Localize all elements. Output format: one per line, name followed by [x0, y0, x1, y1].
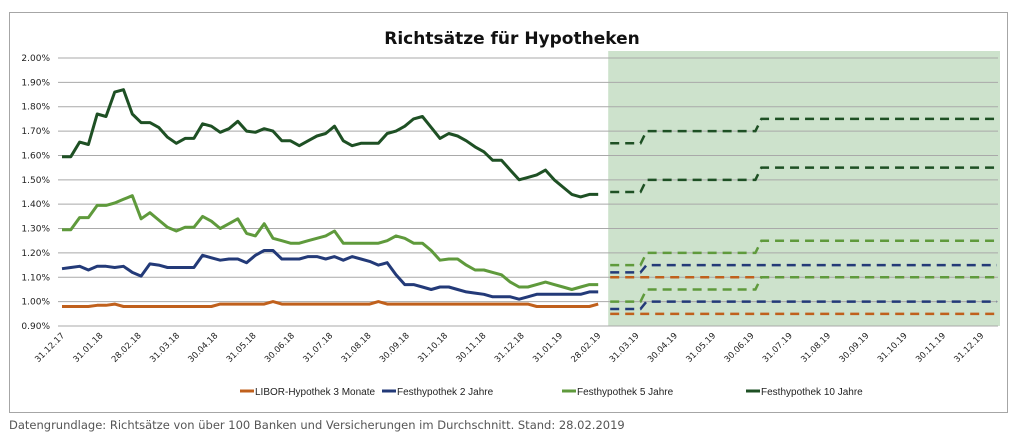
forecast-region — [608, 51, 1000, 326]
legend-label: Festhypothek 2 Jahre — [397, 387, 494, 398]
y-tick-label: 1.30% — [21, 225, 50, 235]
x-tick-label: 30.11.18 — [455, 331, 489, 365]
x-tick-label: 30.06.18 — [263, 331, 297, 365]
series-line — [62, 88, 599, 199]
x-tick-label: 30.09.19 — [838, 331, 872, 365]
x-tick-label: 30.11.19 — [914, 331, 948, 365]
series-line — [61, 249, 599, 301]
y-tick-label: 1.90% — [21, 78, 50, 88]
x-tick-label: 30.04.19 — [646, 331, 680, 365]
x-tick-label: 31.01.18 — [72, 331, 106, 365]
series-line — [62, 300, 599, 308]
legend-label: Festhypothek 5 Jahre — [577, 387, 674, 398]
x-tick-label: 31.05.19 — [684, 331, 718, 365]
x-tick-label: 31.08.19 — [799, 331, 833, 365]
source-note: Datengrundlage: Richtsätze von über 100 … — [9, 418, 625, 432]
forecast-band-line — [610, 166, 997, 194]
forecast-band-line — [610, 117, 997, 145]
y-tick-label: 1.40% — [21, 200, 50, 210]
y-tick-label: 1.10% — [21, 273, 50, 283]
forecast-band-line — [610, 263, 997, 274]
x-tick-label: 30.04.18 — [186, 331, 220, 365]
x-tick-label: 31.03.18 — [148, 331, 182, 365]
x-tick-label: 31.05.18 — [225, 331, 259, 365]
y-tick-label: 2.00% — [21, 54, 50, 64]
y-tick-label: 0.90% — [21, 322, 50, 332]
chart-title: Richtsätze für Hypotheken — [384, 29, 639, 49]
x-tick-label: 30.06.19 — [723, 331, 757, 365]
y-tick-label: 1.20% — [21, 249, 50, 259]
x-tick-label: 31.12.19 — [952, 331, 986, 365]
x-tick-label: 31.03.19 — [608, 331, 642, 365]
x-tick-label: 30.09.18 — [378, 331, 412, 365]
forecast-band-line — [610, 276, 997, 303]
x-tick-label: 31.10.19 — [876, 331, 910, 365]
series-line — [62, 194, 599, 291]
forecast-band-line — [610, 239, 997, 267]
x-tick-label: 31.12.17 — [33, 331, 67, 365]
x-tick-label: 31.08.18 — [340, 331, 374, 365]
x-tick-label: 31.07.19 — [761, 331, 795, 365]
x-tick-label: 31.07.18 — [301, 331, 335, 365]
y-tick-label: 1.60% — [21, 151, 50, 161]
y-tick-label: 1.50% — [21, 176, 50, 186]
y-tick-label: 1.00% — [21, 298, 50, 308]
legend-label: LIBOR-Hypothek 3 Monate — [255, 387, 375, 398]
x-tick-label: 28.02.19 — [569, 331, 603, 365]
x-tick-label: 31.10.18 — [416, 331, 450, 365]
y-tick-label: 1.70% — [21, 127, 50, 137]
y-tick-label: 1.80% — [21, 103, 50, 113]
x-tick-label: 28.02.18 — [110, 331, 144, 365]
x-tick-label: 31.12.18 — [493, 331, 527, 365]
forecast-band-line — [610, 300, 997, 311]
legend-label: Festhypothek 10 Jahre — [761, 387, 863, 398]
x-tick-label: 31.01.19 — [531, 331, 565, 365]
